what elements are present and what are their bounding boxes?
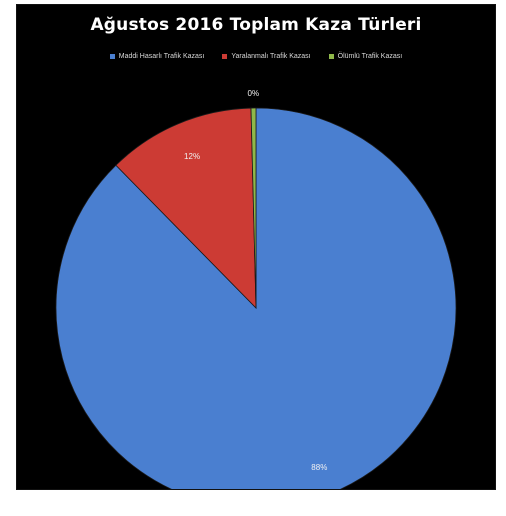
pie-slice-2 bbox=[250, 107, 257, 309]
pie-slices bbox=[55, 107, 457, 489]
slice-label-2: 0% bbox=[248, 89, 260, 98]
legend-item-maddi-hasarli: Maddi Hasarlı Trafik Kazası bbox=[109, 53, 205, 60]
legend-swatch-maddi-hasarli bbox=[109, 54, 115, 59]
legend-label-maddi-hasarli: Maddi Hasarlı Trafik Kazası bbox=[118, 53, 205, 60]
pie-labels: 88% 12% 0% bbox=[184, 89, 327, 472]
slice-label-0: 88% bbox=[311, 463, 327, 472]
chart-legend: Maddi Hasarlı Trafik Kazası Yaralanmalı … bbox=[17, 53, 495, 60]
legend-label-yaralanmali: Yaralanmalı Trafik Kazası bbox=[231, 53, 311, 60]
legend-label-olumlu: Ölümlü Trafik Kazası bbox=[337, 53, 403, 60]
chart-title: Ağustos 2016 Toplam Kaza Türleri bbox=[90, 15, 422, 35]
legend-item-olumlu: Ölümlü Trafik Kazası bbox=[328, 53, 403, 60]
pie-chart: 88% 12% 0% bbox=[55, 89, 457, 489]
chart-panel: Ağustos 2016 Toplam Kaza Türleri Maddi H… bbox=[16, 4, 496, 490]
pie-slice-1 bbox=[115, 107, 257, 310]
legend-swatch-olumlu bbox=[328, 54, 334, 59]
slice-label-1: 12% bbox=[184, 152, 200, 161]
legend-item-yaralanmali: Yaralanmalı Trafik Kazası bbox=[222, 53, 311, 60]
legend-swatch-yaralanmali bbox=[222, 54, 228, 59]
